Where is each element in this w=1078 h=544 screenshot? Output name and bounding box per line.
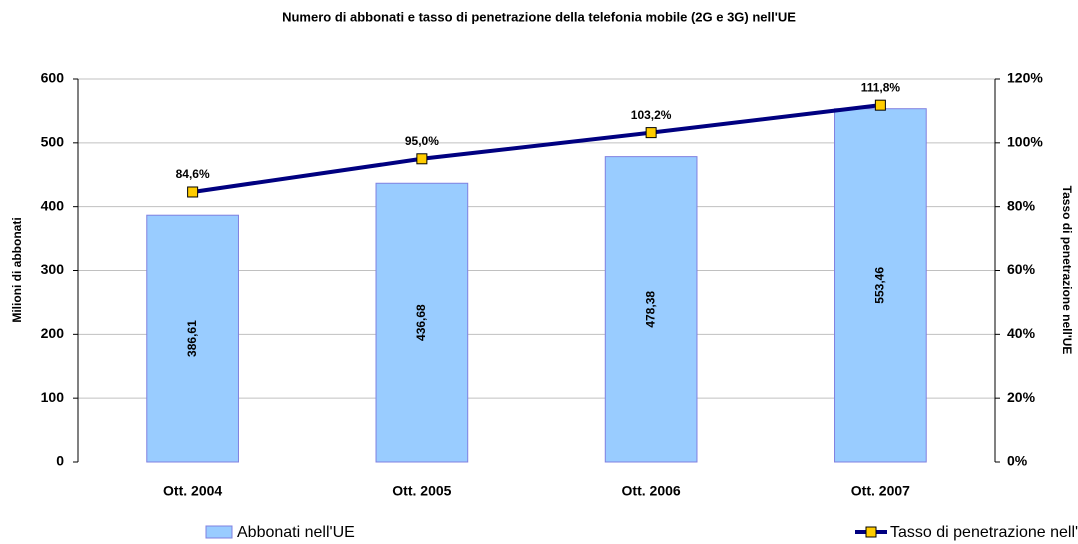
y2-tick-label: 20% bbox=[1007, 389, 1036, 405]
y-tick-label: 600 bbox=[41, 70, 65, 86]
bar-value-label: 436,68 bbox=[414, 304, 428, 341]
y-tick-label: 200 bbox=[41, 325, 65, 341]
bar-value-label: 478,38 bbox=[643, 291, 657, 328]
y-axis-title: Milioni di abbonati bbox=[10, 217, 24, 322]
y2-tick-label: 0% bbox=[1007, 453, 1028, 469]
x-tick-label: Ott. 2007 bbox=[851, 483, 910, 499]
bar bbox=[604, 156, 698, 463]
y-tick-label: 400 bbox=[41, 197, 65, 213]
chart-title: Numero di abbonati e tasso di penetrazio… bbox=[282, 9, 796, 24]
line-marker bbox=[645, 127, 657, 139]
y-tick-label: 500 bbox=[41, 134, 65, 150]
y-tick-label: 100 bbox=[41, 389, 65, 405]
legend-label: Tasso di penetrazione nell'UE bbox=[890, 524, 1078, 541]
line-value-label: 111,8% bbox=[861, 80, 901, 94]
x-tick-label: Ott. 2004 bbox=[163, 483, 222, 499]
line-marker bbox=[416, 153, 428, 165]
bar-value-label: 553,46 bbox=[873, 267, 887, 304]
y-tick-label: 0 bbox=[56, 453, 64, 469]
line-value-label: 103,2% bbox=[631, 108, 672, 122]
y2-axis-title: Tasso di penetrazione nell'UE bbox=[1060, 186, 1074, 355]
line-value-label: 84,6% bbox=[176, 167, 210, 181]
y2-tick-label: 100% bbox=[1007, 134, 1043, 150]
y2-tick-label: 80% bbox=[1007, 197, 1036, 213]
y-tick-label: 300 bbox=[41, 261, 65, 277]
bar bbox=[146, 214, 239, 463]
line-value-label: 95,0% bbox=[405, 134, 439, 148]
legend-swatch bbox=[205, 525, 233, 539]
legend-label: Abbonati nell'UE bbox=[237, 524, 355, 541]
x-tick-label: Ott. 2006 bbox=[622, 483, 681, 499]
bar bbox=[375, 182, 469, 463]
line bbox=[192, 103, 881, 194]
y2-tick-label: 40% bbox=[1007, 325, 1036, 341]
line-marker bbox=[187, 186, 199, 198]
x-tick-label: Ott. 2005 bbox=[392, 483, 451, 499]
line-marker bbox=[874, 99, 886, 111]
bar-value-label: 386,61 bbox=[185, 320, 199, 357]
y2-tick-label: 60% bbox=[1007, 261, 1036, 277]
legend-marker bbox=[865, 526, 877, 538]
y2-tick-label: 120% bbox=[1007, 70, 1043, 86]
